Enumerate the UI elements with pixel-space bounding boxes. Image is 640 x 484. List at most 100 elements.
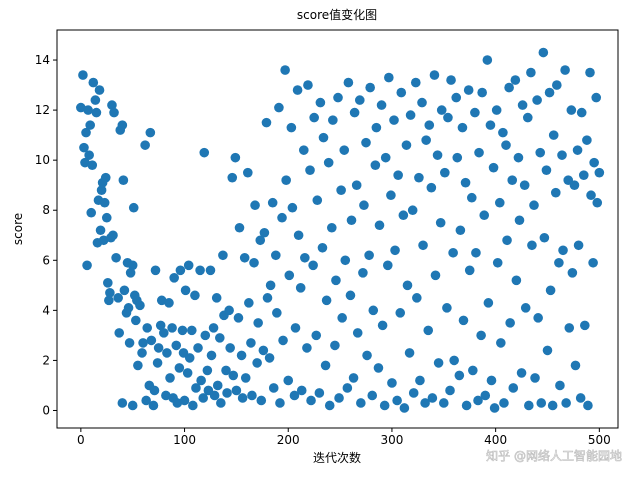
point (554, 257, 564, 268)
point (496, 338, 506, 348)
point (193, 343, 203, 353)
point (499, 398, 509, 408)
point (578, 170, 589, 180)
point (246, 338, 256, 348)
point (352, 328, 363, 338)
point (271, 250, 281, 261)
point (227, 172, 238, 183)
point (442, 303, 452, 313)
point (410, 77, 421, 88)
point (85, 120, 95, 130)
point (80, 157, 90, 168)
point (371, 122, 382, 133)
point (171, 340, 182, 351)
point (560, 65, 570, 75)
point (412, 293, 422, 303)
point (265, 280, 276, 291)
point (342, 383, 353, 393)
y-tick-label: 4 (42, 303, 50, 317)
point (240, 373, 251, 383)
point (458, 315, 469, 326)
point (146, 335, 157, 346)
point (526, 67, 536, 78)
point (492, 257, 503, 268)
point (255, 235, 266, 246)
point (211, 293, 222, 303)
point (222, 388, 232, 398)
point (529, 200, 539, 211)
point (594, 167, 605, 178)
y-tick-label: 2 (42, 353, 50, 367)
point (471, 247, 481, 258)
point (532, 95, 542, 105)
point (91, 107, 102, 118)
point (141, 395, 151, 406)
point (262, 293, 273, 303)
point (477, 87, 487, 98)
point (172, 398, 183, 408)
point (373, 363, 384, 373)
point (334, 393, 344, 403)
point (555, 380, 565, 391)
point (427, 393, 438, 403)
point (205, 265, 216, 276)
point (81, 127, 91, 138)
point (348, 373, 359, 383)
point (575, 393, 586, 403)
point (522, 112, 533, 123)
point (135, 300, 145, 311)
point (261, 117, 272, 128)
point (418, 240, 428, 251)
point (306, 395, 316, 406)
point (430, 270, 441, 281)
point (433, 358, 444, 368)
point (580, 320, 590, 331)
point (368, 305, 379, 316)
point (367, 390, 378, 401)
point (402, 280, 413, 291)
chart-title: score值变化图 (297, 7, 377, 22)
point (468, 365, 478, 376)
point (236, 350, 247, 361)
point (356, 398, 366, 408)
point (88, 77, 99, 88)
point (346, 215, 357, 226)
point (470, 107, 480, 118)
y-axis-label: score (11, 213, 25, 245)
point (119, 285, 130, 296)
point (491, 105, 502, 115)
point (576, 107, 587, 118)
point (95, 225, 106, 236)
point (161, 390, 171, 401)
point (557, 150, 567, 160)
point (324, 400, 335, 411)
point (237, 393, 248, 403)
point (156, 295, 167, 306)
point (277, 212, 287, 223)
point (340, 255, 351, 266)
point (519, 180, 530, 190)
point (424, 120, 435, 130)
point (374, 220, 385, 231)
point (103, 278, 113, 288)
axes-frame (56, 29, 619, 429)
point (164, 298, 174, 308)
point (328, 115, 338, 125)
point (588, 257, 598, 268)
point (479, 210, 490, 221)
point (476, 330, 486, 341)
point (124, 338, 135, 348)
y-tick-label: 14 (35, 53, 50, 67)
point (513, 152, 524, 163)
point (221, 365, 231, 376)
point (137, 348, 147, 358)
point (466, 192, 477, 203)
point (162, 348, 172, 358)
point (455, 225, 466, 236)
point (218, 250, 228, 261)
point (175, 265, 186, 276)
point (315, 97, 326, 108)
x-tick-label: 300 (380, 433, 403, 447)
point (359, 200, 369, 211)
point (125, 268, 136, 278)
